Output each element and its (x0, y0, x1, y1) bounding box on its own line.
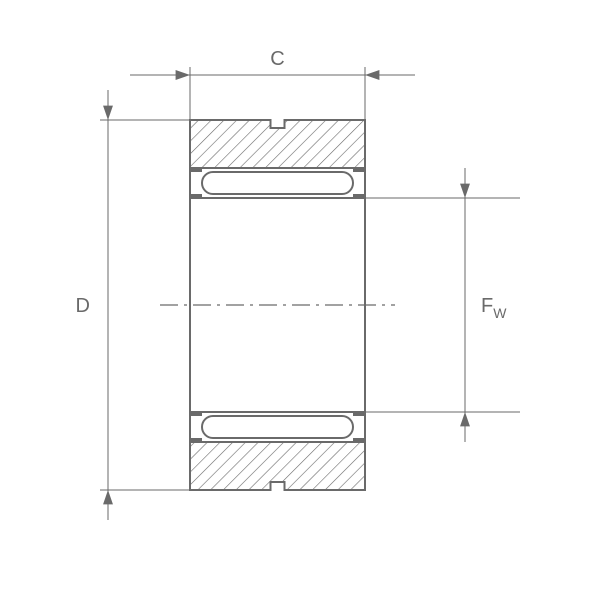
dim-label-inner-diameter: FW (481, 295, 507, 321)
dim-label-width: C (270, 48, 284, 70)
dim-label-outer-diameter: D (76, 295, 90, 317)
bearing-cross-section-diagram: C D FW (0, 0, 600, 600)
